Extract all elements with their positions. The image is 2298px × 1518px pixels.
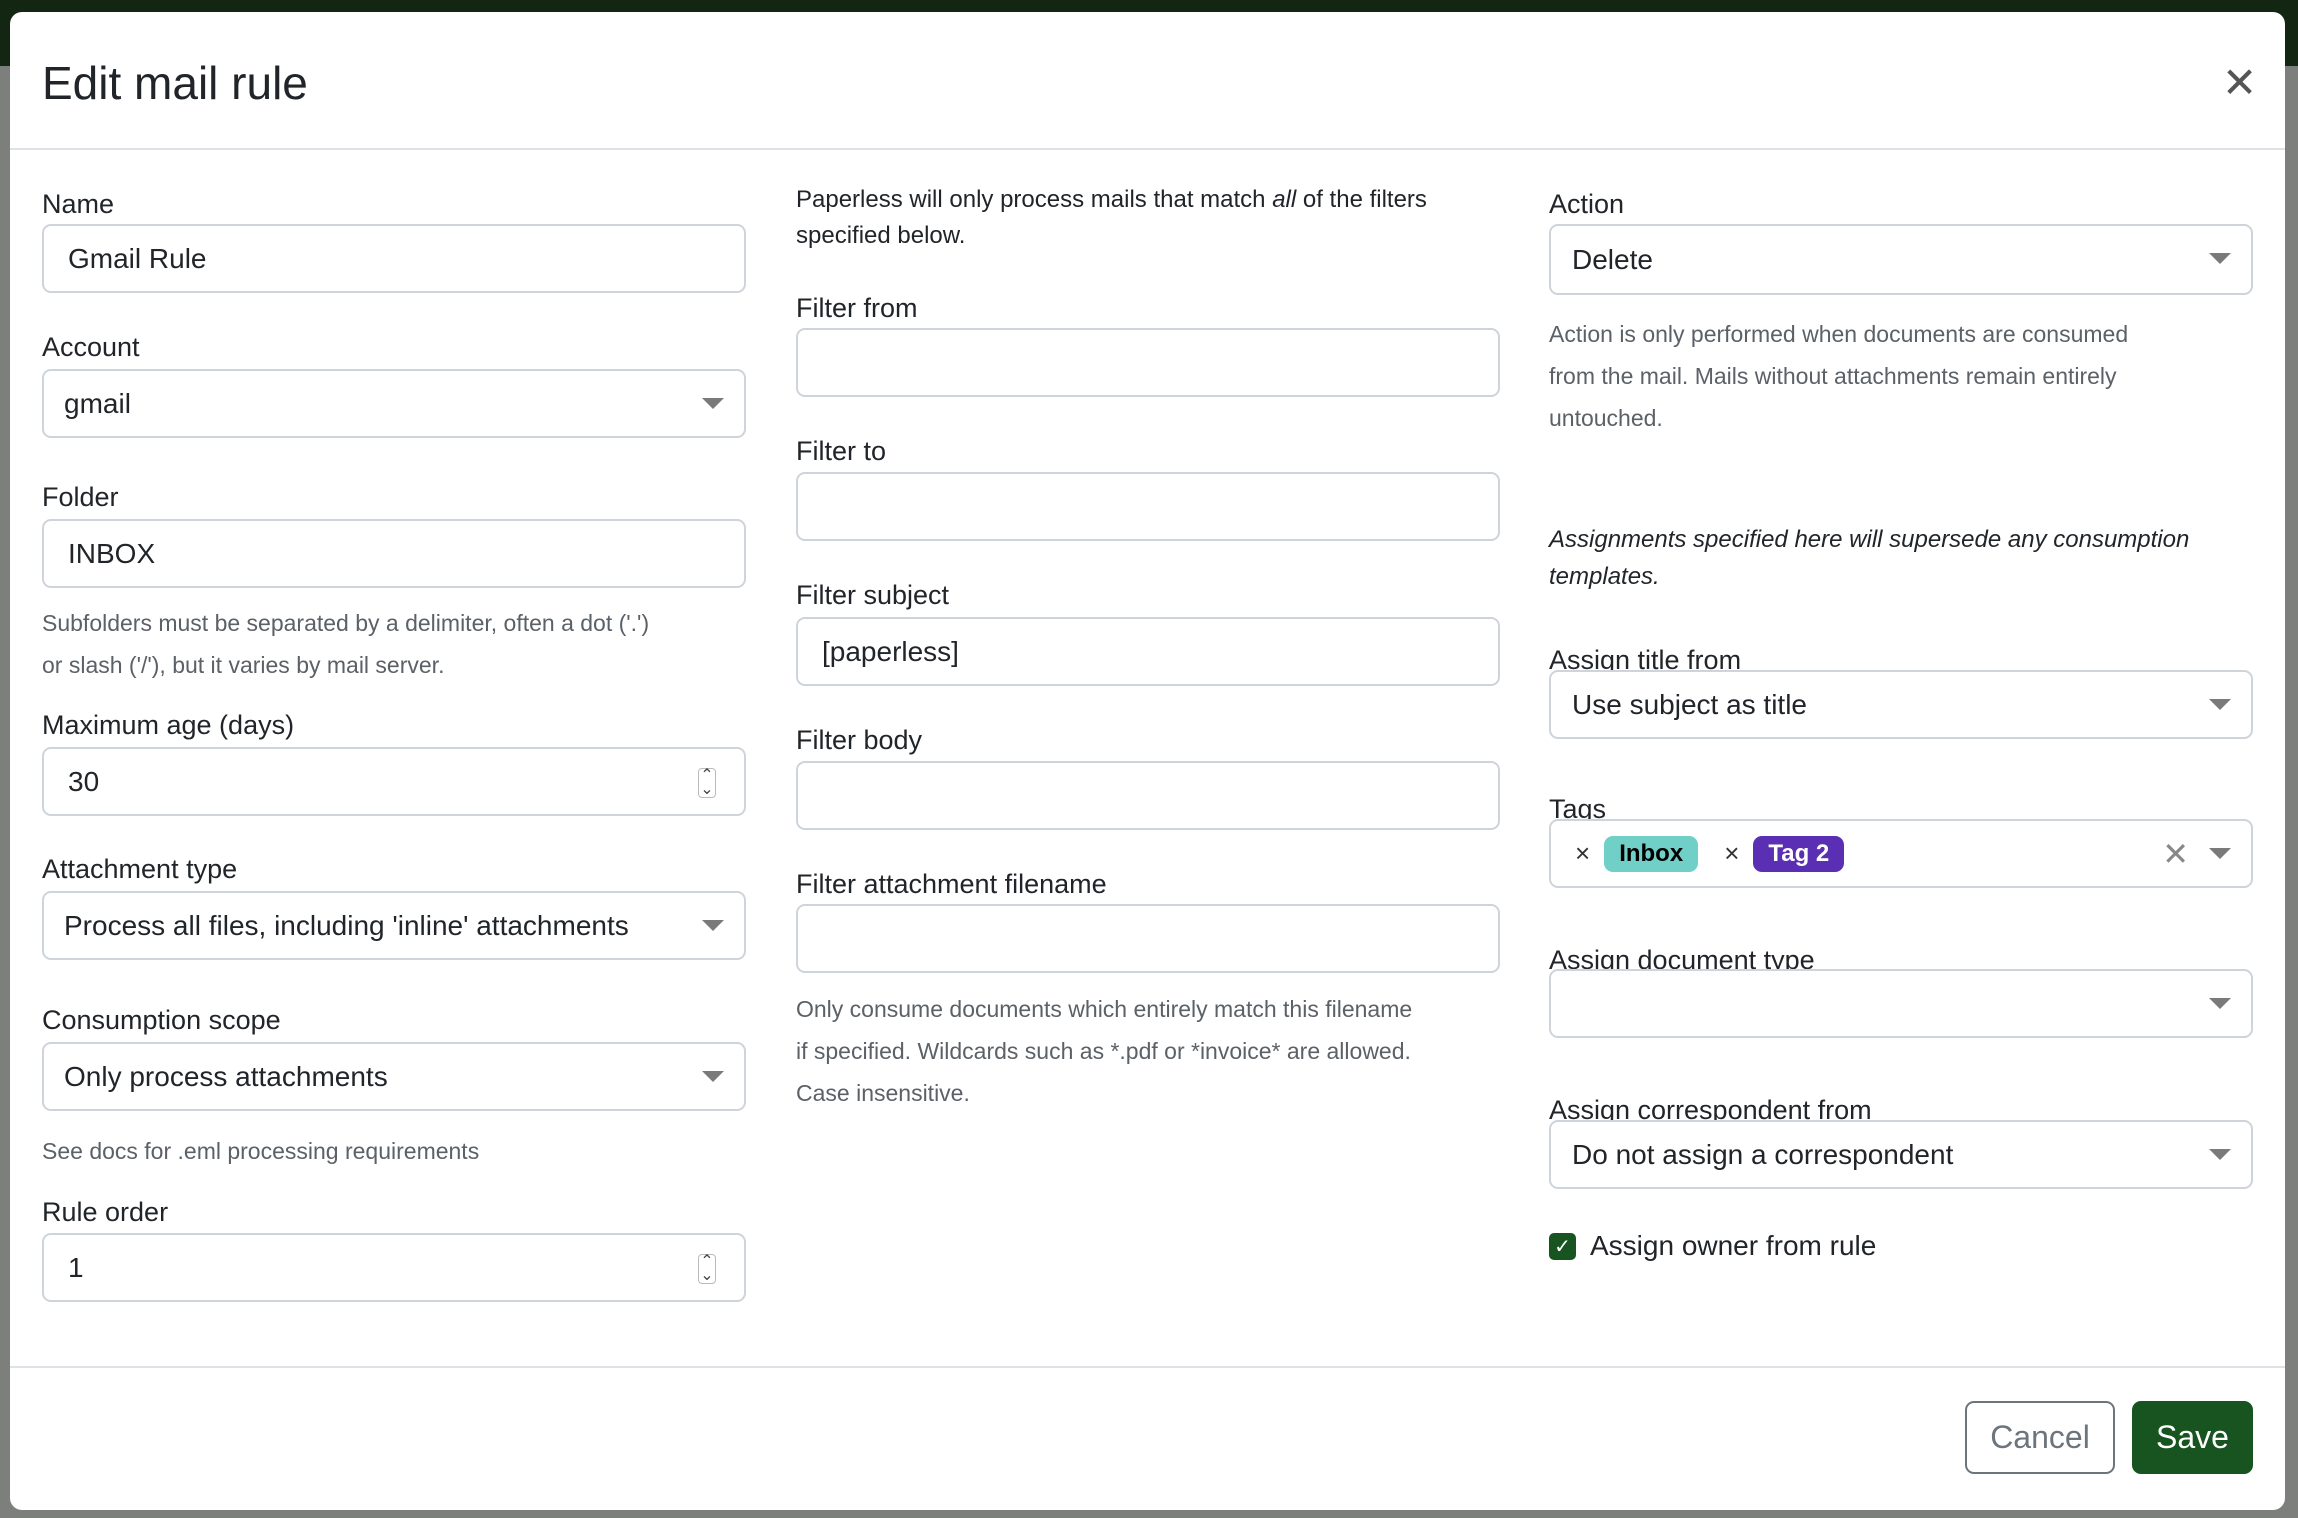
filter-subject-value: [paperless] (822, 635, 959, 667)
checkbox-checked-icon[interactable]: ✓ (1549, 1232, 1576, 1260)
assignments-note-line: Assignments specified here will supersed… (1549, 526, 2190, 553)
owner-checkbox-label: Assign owner from rule (1590, 1230, 1877, 1261)
action-help-line: from the mail. Mails without attachments… (1549, 363, 2117, 389)
scope-value: Only process attachments (64, 1060, 388, 1092)
clear-all-icon[interactable]: ✕ (2162, 836, 2189, 872)
tags-select[interactable]: × Inbox × Tag 2 ✕ (1549, 819, 2253, 888)
filename-help-line: Case insensitive. (796, 1080, 970, 1106)
folder-input[interactable]: INBOX (42, 519, 746, 588)
attachment-type-label: Attachment type (42, 854, 238, 884)
chevron-down-icon (2209, 699, 2231, 710)
chevron-down-icon (702, 920, 724, 931)
filter-from-input[interactable] (796, 328, 1500, 397)
action-help: Action is only performed when documents … (1549, 313, 2253, 439)
intro-text: of the filters (1296, 186, 1427, 213)
chevron-down-icon (2209, 848, 2231, 859)
assignments-note: Assignments specified here will supersed… (1549, 521, 2253, 595)
doctype-select[interactable] (1549, 969, 2253, 1038)
cancel-button[interactable]: Cancel (1965, 1401, 2115, 1474)
folder-label: Folder (42, 482, 119, 512)
attachment-type-value: Process all files, including 'inline' at… (64, 909, 629, 941)
rule-order-input[interactable]: 1 ⌃ ⌄ (42, 1233, 746, 1302)
intro-text: Paperless will only process mails that m… (796, 186, 1273, 213)
stepper-icon[interactable]: ⌃ ⌄ (698, 1254, 716, 1284)
filter-from-label: Filter from (796, 293, 918, 323)
filter-intro-line: Paperless will only process mails that m… (796, 182, 1500, 218)
filter-filename-input[interactable] (796, 904, 1500, 973)
filter-subject-input[interactable]: [paperless] (796, 617, 1500, 686)
header-divider (10, 148, 2285, 150)
remove-tag-icon[interactable]: × (1575, 838, 1591, 868)
scope-select[interactable]: Only process attachments (42, 1042, 746, 1111)
chevron-down-icon (2209, 998, 2231, 1009)
account-value: gmail (64, 387, 131, 419)
filename-help-line: Only consume documents which entirely ma… (796, 996, 1413, 1022)
filter-intro-line: specified below. (796, 222, 966, 249)
assign-title-select[interactable]: Use subject as title (1549, 670, 2253, 739)
filename-help-line: if specified. Wildcards such as *.pdf or… (796, 1038, 1411, 1064)
folder-help-line: or slash ('/'), but it varies by mail se… (42, 652, 445, 678)
edit-mail-rule-dialog: Edit mail rule ✕ Name Gmail Rule Account… (10, 12, 2285, 1510)
action-select[interactable]: Delete (1549, 224, 2253, 295)
dialog-title: Edit mail rule (42, 57, 308, 109)
footer-divider (10, 1366, 2285, 1368)
filter-subject-label: Filter subject (796, 580, 950, 610)
action-help-line: Action is only performed when documents … (1549, 321, 2129, 347)
action-label: Action (1549, 189, 1625, 219)
close-icon[interactable]: ✕ (2222, 59, 2258, 106)
name-label: Name (42, 189, 115, 219)
max-age-label: Maximum age (days) (42, 710, 295, 740)
attachment-type-select[interactable]: Process all files, including 'inline' at… (42, 891, 746, 960)
rule-order-label: Rule order (42, 1197, 169, 1227)
scope-label: Consumption scope (42, 1005, 281, 1035)
filter-to-input[interactable] (796, 472, 1500, 541)
max-age-value: 30 (68, 765, 100, 797)
filter-body-input[interactable] (796, 761, 1500, 830)
name-input[interactable]: Gmail Rule (42, 224, 746, 293)
assignments-note-line: templates. (1549, 563, 1660, 590)
name-value: Gmail Rule (68, 242, 207, 274)
chevron-down-icon (702, 398, 724, 409)
save-button[interactable]: Save (2132, 1401, 2253, 1474)
correspondent-select[interactable]: Do not assign a correspondent (1549, 1120, 2253, 1189)
action-value: Delete (1572, 243, 1653, 275)
tag-badge: Inbox (1604, 835, 1699, 872)
scope-help: See docs for .eml processing requirement… (42, 1138, 480, 1164)
max-age-input[interactable]: 30 ⌃ ⌄ (42, 747, 746, 816)
owner-checkbox-row[interactable]: ✓ Assign owner from rule (1549, 1230, 2253, 1262)
filter-body-label: Filter body (796, 725, 923, 755)
remove-tag-icon[interactable]: × (1724, 838, 1740, 868)
chevron-down-icon (2209, 1149, 2231, 1160)
action-help-line: untouched. (1549, 405, 1663, 431)
stepper-icon[interactable]: ⌃ ⌄ (698, 768, 716, 798)
filter-filename-label: Filter attachment filename (796, 869, 1107, 899)
account-label: Account (42, 332, 140, 362)
folder-help: Subfolders must be separated by a delimi… (42, 602, 746, 686)
rule-order-value: 1 (68, 1251, 84, 1283)
folder-help-line: Subfolders must be separated by a delimi… (42, 610, 650, 636)
chevron-down-icon (702, 1071, 724, 1082)
filter-intro: Paperless will only process mails that m… (796, 182, 1500, 254)
correspondent-value: Do not assign a correspondent (1572, 1138, 1954, 1170)
filter-to-label: Filter to (796, 436, 887, 466)
account-select[interactable]: gmail (42, 369, 746, 438)
tag-badge: Tag 2 (1753, 835, 1845, 872)
chevron-down-icon (2209, 253, 2231, 264)
folder-value: INBOX (68, 537, 156, 569)
intro-emphasis: all (1272, 186, 1297, 213)
assign-title-value: Use subject as title (1572, 688, 1807, 720)
filename-help: Only consume documents which entirely ma… (796, 988, 1500, 1114)
